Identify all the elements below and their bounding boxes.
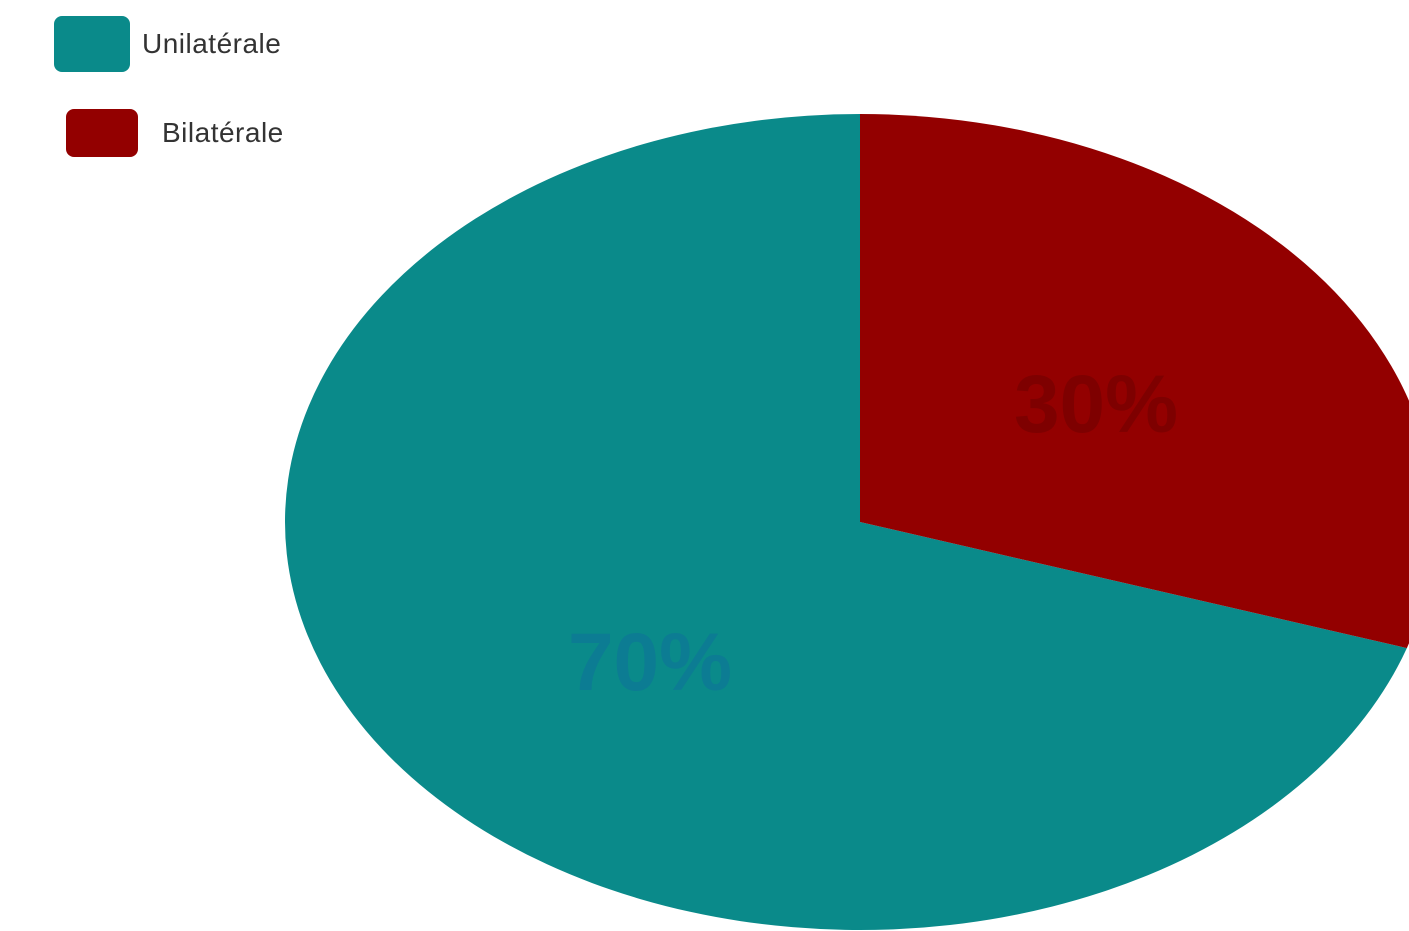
legend-swatch-unilaterale: [54, 16, 130, 72]
legend: Unilatérale Bilatérale: [0, 0, 400, 180]
data-label-unilaterale: 70%: [568, 617, 732, 708]
pie-slice-bilaterale: [860, 114, 1409, 649]
legend-item-unilaterale: Unilatérale: [54, 16, 281, 72]
pie-slice-unilaterale: [285, 114, 1407, 930]
legend-item-bilaterale: Bilatérale: [66, 109, 284, 157]
data-label-bilaterale: 30%: [1014, 359, 1178, 450]
legend-label-bilaterale: Bilatérale: [162, 117, 284, 148]
legend-label-unilaterale: Unilatérale: [142, 28, 282, 59]
legend-swatch-bilaterale: [66, 109, 138, 157]
